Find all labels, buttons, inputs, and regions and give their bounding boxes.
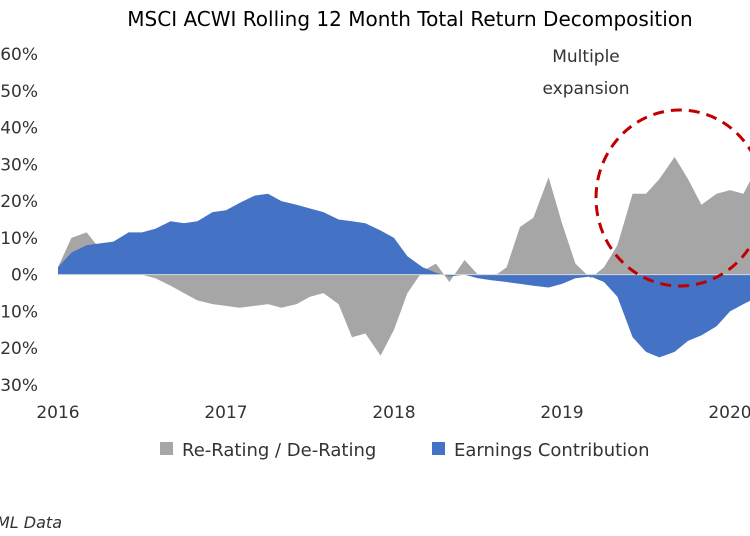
y-tick-label: -20% [0,339,38,359]
y-tick-label: 10% [0,229,38,249]
x-tick-label: 2016 [36,403,79,423]
y-tick-label: 30% [0,155,38,175]
x-tick-label: 2019 [540,403,583,423]
y-axis-ticks: 60% 50% 40% 30% 20% 10% 0% -10% -20% -30% [0,45,38,396]
x-tick-label: 2020 [708,403,750,423]
y-tick-label: 60% [0,45,38,65]
chart-title: MSCI ACWI Rolling 12 Month Total Return … [127,7,692,31]
annotation-line-2: expansion [543,79,630,99]
y-tick-label: 0% [11,266,38,286]
y-tick-label: 50% [0,82,38,102]
legend-label: Earnings Contribution [454,440,650,461]
rerating-area [58,157,750,356]
y-tick-label: 20% [0,192,38,212]
annotation-line-1: Multiple [552,47,620,67]
legend-swatch [160,442,173,455]
multiple-expansion-circle [594,108,750,288]
legend-label: Re-Rating / De-Rating [182,440,376,461]
legend: Re-Rating / De-Rating Earnings Contributi… [160,440,650,461]
y-tick-label: -30% [0,376,38,396]
x-tick-label: 2017 [204,403,247,423]
x-tick-label: 2018 [372,403,415,423]
x-axis-ticks: 2016 2017 2018 2019 2020 [36,403,750,423]
y-tick-label: -10% [0,302,38,322]
earnings-area [58,193,750,358]
source-note: ML Data [0,513,62,532]
area-series [58,157,750,358]
y-tick-label: 40% [0,119,38,139]
legend-swatch [432,442,445,455]
